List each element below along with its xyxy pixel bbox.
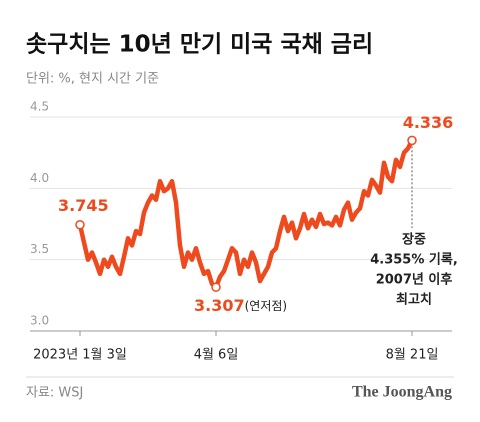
y-tick-label: 4.0 <box>30 171 49 185</box>
point-marker <box>75 219 85 230</box>
data-line <box>77 138 415 290</box>
chart-subtitle: 단위: %, 현지 시간 기준 <box>26 72 159 87</box>
value-label: 3.307(연저점) <box>194 296 287 315</box>
min-note: (연저점) <box>245 299 287 313</box>
point-marker <box>211 282 221 292</box>
value-label-number: 3.307 <box>194 296 245 315</box>
y-tick-label: 3.5 <box>30 242 49 256</box>
value-label: 3.745 <box>58 196 109 215</box>
value-label: 4.336 <box>403 113 454 132</box>
x-tick-label: 4월 6일 <box>194 348 239 363</box>
y-tick-label: 4.5 <box>30 100 49 114</box>
brand: The JoongAng <box>352 384 452 401</box>
peak-note: 장중 <box>402 232 426 248</box>
y-tick-label: 3.0 <box>30 314 49 328</box>
peak-note: 최고치 <box>396 292 432 308</box>
peak-note: 4.355% 기록, <box>370 253 458 268</box>
x-tick-label: 2023년 1월 3일 <box>33 348 127 363</box>
x-tick-label: 8월 21일 <box>386 348 439 363</box>
source: 자료: WSJ <box>26 386 83 401</box>
chart-title: 솟구치는 10년 만기 미국 국채 금리 <box>26 32 373 58</box>
point-marker <box>407 135 417 146</box>
peak-note: 2007년 이후 <box>376 272 453 288</box>
